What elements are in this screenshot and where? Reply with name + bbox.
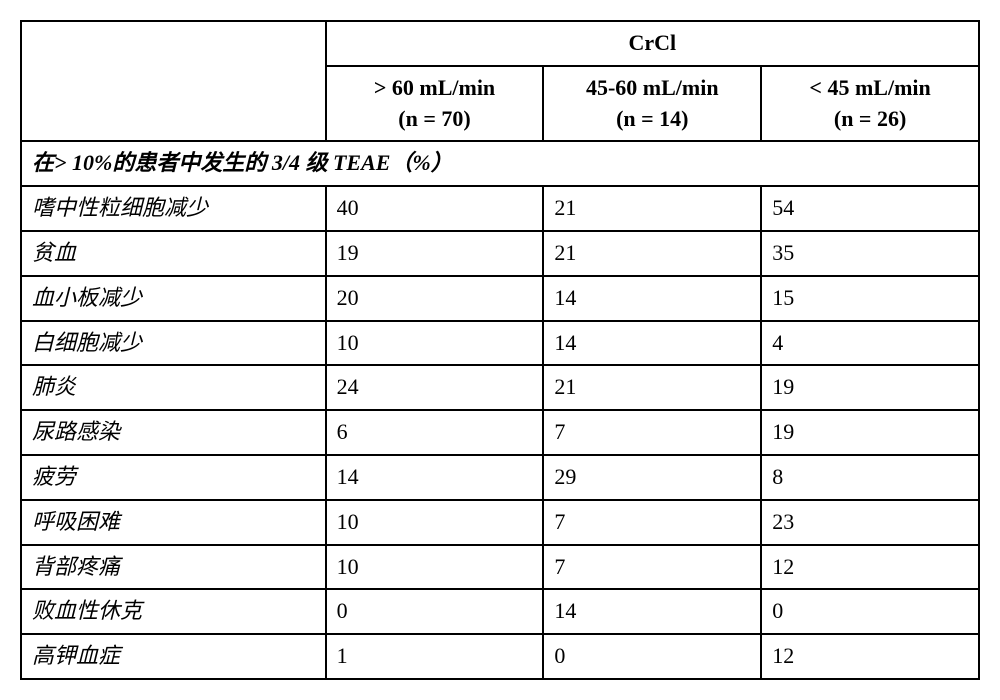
cell: 19 [326,231,544,276]
table-row: 血小板减少 20 14 15 [21,276,979,321]
header-col-0-line2: (n = 70) [398,106,470,131]
row-label: 高钾血症 [21,634,326,679]
row-label: 嗜中性粒细胞减少 [21,186,326,231]
cell: 7 [543,410,761,455]
table-row: 尿路感染 6 7 19 [21,410,979,455]
cell: 12 [761,634,979,679]
header-col-0-line1: > 60 mL/min [374,75,495,100]
cell: 19 [761,410,979,455]
section-row: 在> 10%的患者中发生的 3/4 级 TEAE（%） [21,141,979,186]
row-label: 呼吸困难 [21,500,326,545]
cell: 10 [326,545,544,590]
row-label: 疲劳 [21,455,326,500]
table-row: 肺炎 24 21 19 [21,365,979,410]
cell: 6 [326,410,544,455]
cell: 14 [326,455,544,500]
row-label: 血小板减少 [21,276,326,321]
row-label: 贫血 [21,231,326,276]
cell: 20 [326,276,544,321]
section-title: 在> 10%的患者中发生的 3/4 级 TEAE（%） [21,141,979,186]
header-col-1: 45-60 mL/min (n = 14) [543,66,761,142]
cell: 14 [543,589,761,634]
cell: 10 [326,321,544,366]
cell: 40 [326,186,544,231]
teae-table: CrCl > 60 mL/min (n = 70) 45-60 mL/min (… [20,20,980,680]
cell: 21 [543,365,761,410]
cell: 7 [543,500,761,545]
cell: 14 [543,321,761,366]
header-col-1-line2: (n = 14) [616,106,688,131]
cell: 24 [326,365,544,410]
cell: 4 [761,321,979,366]
table-row: 呼吸困难 10 7 23 [21,500,979,545]
table-row: 背部疼痛 10 7 12 [21,545,979,590]
table-row: 疲劳 14 29 8 [21,455,979,500]
header-main-crcl: CrCl [326,21,979,66]
cell: 54 [761,186,979,231]
cell: 0 [761,589,979,634]
cell: 1 [326,634,544,679]
cell: 35 [761,231,979,276]
cell: 15 [761,276,979,321]
cell: 29 [543,455,761,500]
cell: 19 [761,365,979,410]
cell: 0 [543,634,761,679]
cell: 14 [543,276,761,321]
table-row: 败血性休克 0 14 0 [21,589,979,634]
row-label: 尿路感染 [21,410,326,455]
header-col-2-line2: (n = 26) [834,106,906,131]
table-row: 白细胞减少 10 14 4 [21,321,979,366]
header-empty-corner [21,21,326,141]
header-col-0: > 60 mL/min (n = 70) [326,66,544,142]
header-col-2-line1: < 45 mL/min [809,75,930,100]
cell: 23 [761,500,979,545]
header-col-1-line1: 45-60 mL/min [586,75,719,100]
row-label: 白细胞减少 [21,321,326,366]
cell: 21 [543,186,761,231]
cell: 21 [543,231,761,276]
cell: 7 [543,545,761,590]
row-label: 肺炎 [21,365,326,410]
table-row: 嗜中性粒细胞减少 40 21 54 [21,186,979,231]
row-label: 背部疼痛 [21,545,326,590]
cell: 12 [761,545,979,590]
table-row: 贫血 19 21 35 [21,231,979,276]
cell: 10 [326,500,544,545]
header-row-1: CrCl [21,21,979,66]
cell: 0 [326,589,544,634]
cell: 8 [761,455,979,500]
row-label: 败血性休克 [21,589,326,634]
header-col-2: < 45 mL/min (n = 26) [761,66,979,142]
table-row: 高钾血症 1 0 12 [21,634,979,679]
